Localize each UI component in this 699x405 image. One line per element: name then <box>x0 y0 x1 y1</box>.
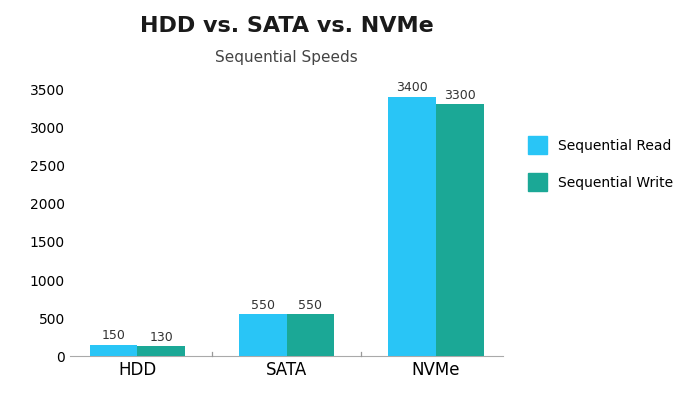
Legend: Sequential Read, Sequential Write: Sequential Read, Sequential Write <box>528 136 673 191</box>
Text: Sequential Speeds: Sequential Speeds <box>215 50 358 65</box>
Bar <box>89 345 138 356</box>
Text: 3400: 3400 <box>396 81 428 94</box>
Text: 130: 130 <box>150 331 173 344</box>
Text: 550: 550 <box>298 299 322 312</box>
Text: 550: 550 <box>251 299 275 312</box>
Text: HDD vs. SATA vs. NVMe: HDD vs. SATA vs. NVMe <box>140 17 433 36</box>
Text: 3300: 3300 <box>444 89 475 102</box>
Bar <box>287 314 334 356</box>
Bar <box>435 104 484 356</box>
Bar <box>138 346 185 356</box>
Bar <box>239 314 287 356</box>
Bar <box>388 97 435 356</box>
Text: 150: 150 <box>101 329 125 342</box>
